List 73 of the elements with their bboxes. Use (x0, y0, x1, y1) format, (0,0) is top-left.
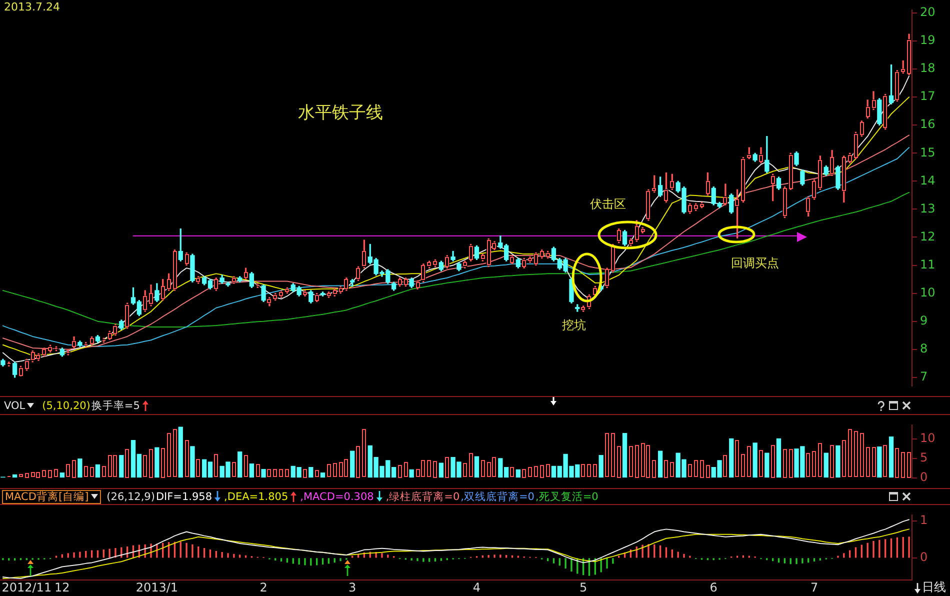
y-tick-label: 10 (920, 285, 936, 300)
bar (836, 445, 840, 478)
x-tick-label: 2013/1 (136, 580, 178, 594)
bar (178, 426, 183, 478)
text: (26,12,9) (106, 490, 155, 502)
bar (474, 456, 480, 478)
bar (238, 452, 242, 478)
y-tick-label: 8 (920, 341, 928, 356)
y-tick-label: 17 (920, 89, 936, 104)
bar (320, 472, 326, 478)
bar (261, 468, 266, 478)
chart-title: MACD背离[自编] (5, 490, 89, 504)
x-tick-label: 6 (710, 580, 718, 594)
bar (752, 442, 758, 478)
x-tick-label: 2012/11 (2, 580, 52, 594)
y-tick-label: 13 (920, 201, 936, 216)
text: ,绿柱底背离=0 (386, 490, 460, 504)
chart-title: VOL (4, 400, 26, 412)
y-tick-label: 7 (920, 370, 928, 384)
y-tick-label: 0 (920, 470, 928, 484)
y-tick-label: 0 (920, 550, 928, 564)
bar (154, 447, 160, 478)
bar (622, 432, 628, 478)
x-axis-title: 日线 (922, 580, 946, 594)
bar (78, 458, 82, 478)
y-tick-label: 1 (920, 513, 928, 528)
text: ,死叉复活=0 (535, 490, 598, 504)
bar (888, 436, 894, 478)
annotation: 回调买点 (731, 256, 779, 270)
text: (5,10,20) (42, 400, 90, 412)
x-tick-label: 12 (54, 580, 70, 594)
x-tick-label: 4 (472, 580, 481, 594)
bar (249, 464, 254, 478)
x-tick-label: 7 (810, 580, 818, 594)
bar (95, 464, 100, 478)
chart-title: 2013.7.24 (4, 0, 60, 14)
y-tick-label: 14 (920, 173, 936, 188)
text: ,DEA=1.805 (224, 490, 288, 502)
bar (764, 452, 770, 478)
x-tick-label: 2 (260, 580, 268, 594)
y-tick-label: 19 (920, 33, 936, 48)
text: 换手率=5 (91, 398, 140, 412)
bar (729, 438, 734, 478)
annotation: 挖坑 (562, 318, 586, 332)
x-tick-label: 3 (348, 580, 356, 594)
text: DIF=1.958 (156, 490, 212, 502)
y-tick-label: 10 (920, 431, 936, 446)
y-tick-label: 15 (920, 145, 936, 160)
bar (190, 446, 195, 478)
y-tick-label: 18 (920, 61, 936, 76)
y-tick-label: 20 (920, 5, 936, 20)
bar (409, 469, 414, 478)
bar (119, 455, 124, 478)
annotation: 伏击区 (590, 197, 626, 212)
y-tick-label: 12 (920, 229, 936, 244)
bar (824, 452, 828, 478)
x-tick-label: 5 (580, 580, 588, 594)
bar (658, 450, 663, 478)
bar (598, 455, 604, 478)
bar (877, 446, 882, 478)
bar (350, 450, 355, 478)
text: ,双线底背离=0 (460, 490, 534, 504)
bar (60, 472, 65, 478)
bar (516, 469, 521, 478)
bar (308, 467, 314, 478)
bar (438, 462, 444, 478)
annotation: 水平铁子线 (298, 102, 383, 123)
text: ,MACD=0.308 (300, 490, 374, 502)
y-tick-label: 16 (920, 117, 936, 132)
y-tick-label: 11 (920, 257, 936, 272)
y-tick-label: 9 (920, 313, 928, 328)
y-tick-label: 5 (920, 450, 928, 465)
bar (776, 438, 782, 478)
